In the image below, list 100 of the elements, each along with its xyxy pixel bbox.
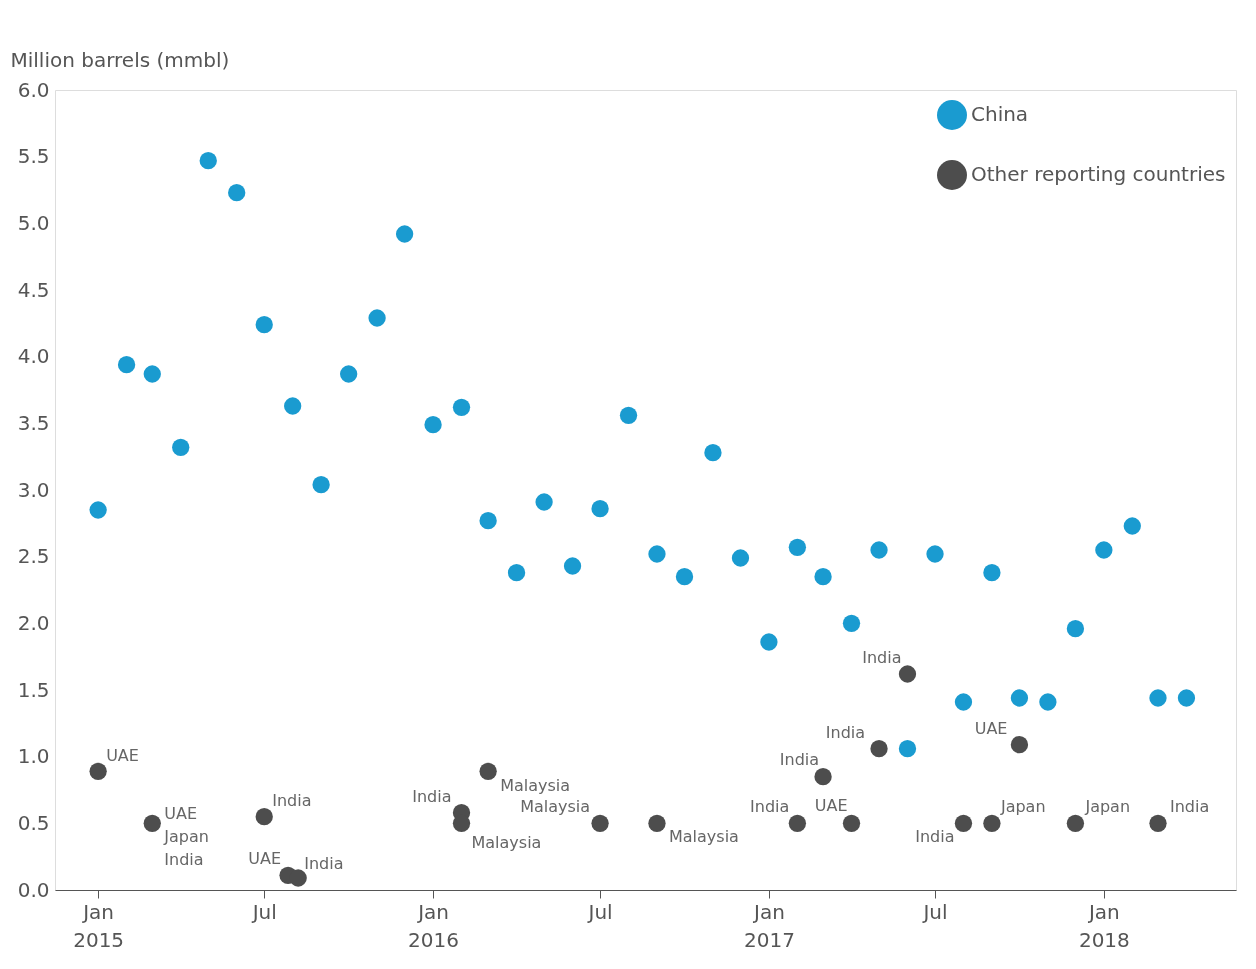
point bbox=[255, 316, 273, 334]
y-tick-label: 0.5 bbox=[17, 810, 50, 835]
point bbox=[479, 762, 497, 780]
point bbox=[507, 564, 526, 582]
point bbox=[199, 152, 217, 170]
y-tick-label: 0.0 bbox=[17, 877, 50, 902]
point bbox=[1066, 814, 1085, 832]
point bbox=[814, 768, 832, 786]
point bbox=[312, 476, 330, 494]
y-tick-label: 6.0 bbox=[17, 77, 50, 102]
annotation: Malaysia bbox=[471, 833, 542, 853]
y-tick-label: 1.0 bbox=[17, 744, 50, 769]
point bbox=[619, 406, 638, 424]
point bbox=[535, 493, 553, 511]
annotation: India bbox=[750, 797, 790, 817]
point bbox=[898, 665, 917, 683]
point bbox=[143, 814, 161, 832]
point bbox=[89, 762, 107, 780]
point bbox=[591, 500, 609, 518]
y-tick-label: 5.5 bbox=[17, 144, 50, 169]
x-tick-label: Jan 2018 bbox=[1078, 899, 1130, 952]
y-tick-label: 3.0 bbox=[17, 477, 50, 502]
point bbox=[368, 309, 386, 327]
x-tick-label: Jan 2016 bbox=[408, 899, 460, 952]
point bbox=[339, 365, 358, 383]
point bbox=[228, 184, 246, 202]
point bbox=[788, 538, 807, 556]
annotation: India bbox=[412, 786, 452, 806]
annotation: UAE bbox=[974, 718, 1008, 738]
point bbox=[89, 501, 107, 519]
point bbox=[172, 438, 190, 456]
point bbox=[452, 398, 471, 416]
annotation: UAE bbox=[106, 746, 139, 766]
annotation: India bbox=[862, 648, 902, 667]
x-tick-label: Jul bbox=[586, 899, 613, 924]
y-tick-label: 2.0 bbox=[17, 610, 50, 635]
point bbox=[1177, 689, 1196, 707]
y-tick-label: 3.5 bbox=[17, 410, 50, 435]
annotation: India bbox=[779, 749, 820, 769]
annotation: Malaysia bbox=[668, 827, 739, 847]
y-tick-label: 5.0 bbox=[17, 210, 50, 235]
point bbox=[1010, 736, 1029, 754]
point bbox=[1039, 693, 1057, 711]
x-tick-label: Jan 2017 bbox=[743, 899, 795, 952]
point bbox=[788, 814, 807, 832]
x-tick-label: Jul bbox=[250, 899, 277, 924]
x-tick-label: Jan 2015 bbox=[73, 899, 125, 952]
y-tick-label: 4.5 bbox=[17, 277, 50, 302]
point bbox=[591, 814, 609, 832]
y-axis-title: Million barrels (mmbl) bbox=[10, 47, 230, 72]
point bbox=[983, 564, 1001, 582]
annotation: India bbox=[825, 722, 866, 742]
point bbox=[842, 814, 861, 832]
legend-label: China bbox=[971, 102, 1029, 126]
point bbox=[704, 444, 722, 462]
annotation: Japan bbox=[1084, 797, 1131, 817]
y-tick-label: 1.5 bbox=[17, 677, 50, 702]
point bbox=[842, 614, 861, 632]
point bbox=[675, 568, 694, 586]
point bbox=[870, 740, 888, 758]
point bbox=[814, 568, 832, 586]
point bbox=[983, 814, 1001, 832]
point bbox=[954, 693, 973, 711]
y-tick-label: 2.5 bbox=[17, 544, 50, 569]
annotation: Malaysia bbox=[500, 776, 571, 796]
point bbox=[289, 869, 307, 887]
annotation: UAE bbox=[814, 796, 848, 816]
annotation: India bbox=[272, 790, 312, 810]
point bbox=[479, 512, 497, 530]
annotation: Japan bbox=[999, 797, 1046, 817]
point bbox=[117, 356, 136, 374]
annotation: India bbox=[915, 827, 955, 847]
x-tick-label: Jul bbox=[921, 899, 948, 924]
point bbox=[760, 633, 778, 651]
point bbox=[1066, 620, 1085, 638]
point bbox=[898, 740, 917, 758]
annotation: UAE Japan India bbox=[163, 804, 209, 870]
point bbox=[284, 397, 302, 415]
point bbox=[870, 541, 888, 559]
legend-label: Other reporting countries bbox=[971, 162, 1226, 186]
point bbox=[926, 545, 944, 563]
point bbox=[1149, 814, 1167, 832]
point bbox=[1123, 517, 1141, 535]
point bbox=[731, 549, 750, 567]
point bbox=[563, 557, 582, 575]
annotation: UAE bbox=[248, 849, 282, 869]
point bbox=[1149, 689, 1167, 707]
point bbox=[954, 814, 973, 832]
point bbox=[143, 365, 161, 383]
point bbox=[395, 225, 414, 243]
point bbox=[255, 808, 273, 826]
annotation: India bbox=[304, 854, 344, 873]
point bbox=[1095, 541, 1113, 559]
point bbox=[648, 814, 666, 832]
annotation: Malaysia bbox=[520, 797, 591, 817]
point bbox=[1010, 689, 1029, 707]
point bbox=[424, 416, 442, 434]
y-tick-label: 4.0 bbox=[17, 344, 50, 369]
annotation: India bbox=[1170, 797, 1210, 817]
point bbox=[648, 545, 666, 563]
